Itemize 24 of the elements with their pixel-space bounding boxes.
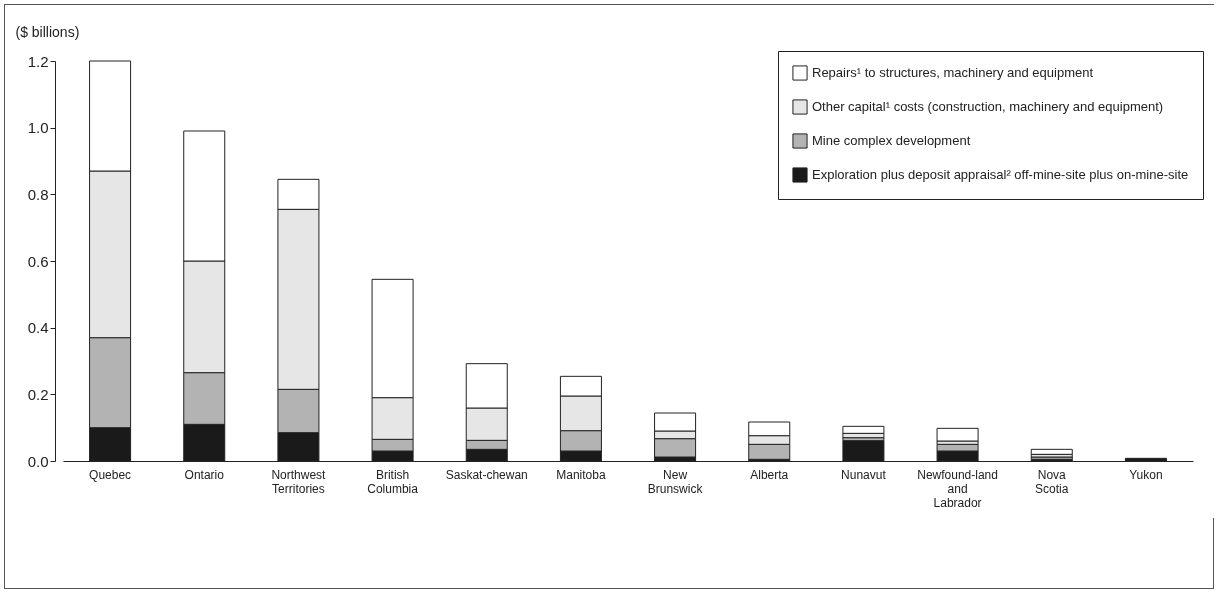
legend-label: Other capital¹ costs (construction, machinery and equipment) bbox=[812, 99, 1164, 114]
x-tick-label: Northwest Territories bbox=[271, 467, 327, 496]
y-tick-label: 1.0 bbox=[27, 119, 49, 137]
x-tick-label: Nunavut bbox=[841, 467, 887, 482]
legend-label: Exploration plus deposit appraisal² off-mine-site plus on-mine-site bbox=[812, 167, 1189, 182]
x-tick-label: Quebec bbox=[89, 467, 132, 482]
y-tick-label: 1.2 bbox=[27, 52, 49, 70]
x-tick-label: Nova Scotia bbox=[1035, 467, 1069, 496]
legend-label: Mine complex development bbox=[812, 133, 971, 148]
x-tick-label: Saskat-chewan bbox=[445, 467, 528, 482]
x-tick-label: New Brunswick bbox=[647, 467, 704, 496]
x-tick-label: Ontario bbox=[184, 467, 225, 482]
y-tick-label: 0.0 bbox=[27, 452, 49, 470]
x-tick-label: Newfound-land and Labrador bbox=[917, 467, 998, 510]
y-tick-label: 0.8 bbox=[27, 185, 49, 203]
y-tick-label: 0.6 bbox=[27, 252, 49, 270]
x-tick-label: Manitoba bbox=[556, 467, 606, 482]
x-tick-label: Alberta bbox=[750, 467, 789, 482]
y-axis-title: ($ billions) bbox=[15, 23, 80, 40]
legend-label: Repairs¹ to structures, machinery and equipment bbox=[812, 65, 1094, 80]
x-tick-label: British Columbia bbox=[367, 467, 419, 496]
y-tick-label: 0.2 bbox=[27, 385, 49, 403]
y-tick-label: 0.4 bbox=[27, 319, 49, 337]
x-tick-label: Yukon bbox=[1129, 467, 1163, 482]
